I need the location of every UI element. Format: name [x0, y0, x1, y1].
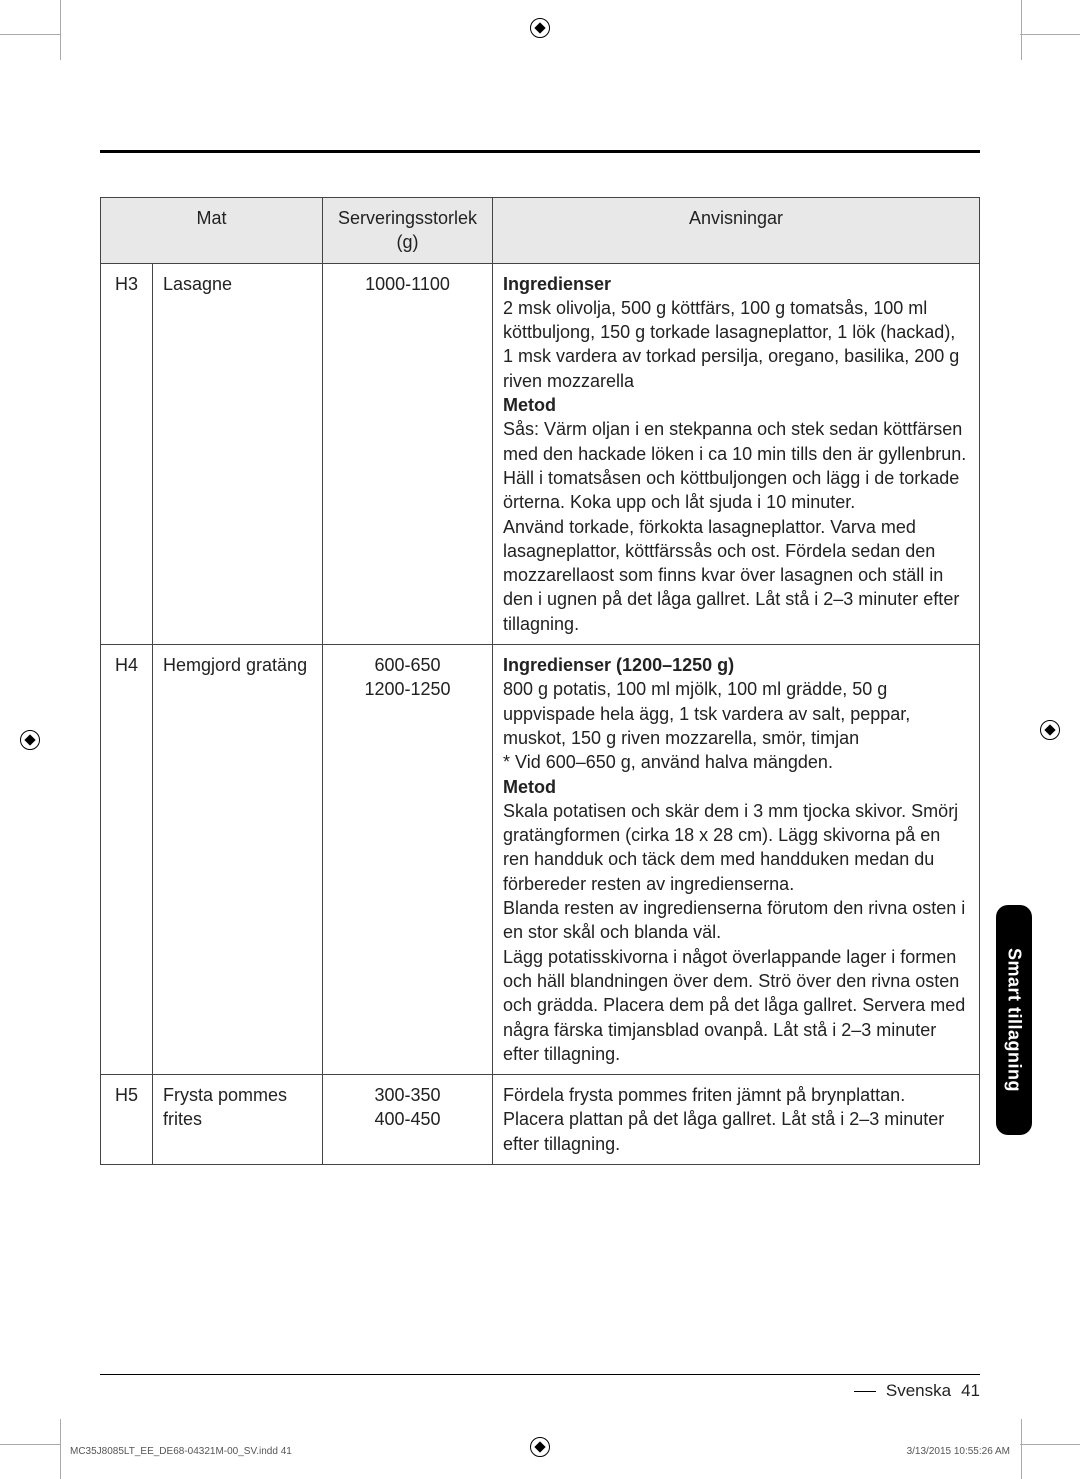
- size-line: 400-450: [333, 1107, 482, 1131]
- section-tab-label: Smart tillagning: [1004, 948, 1025, 1092]
- imprint-filename: MC35J8085LT_EE_DE68-04321M-00_SV.indd 41: [70, 1446, 292, 1457]
- row-name: Lasagne: [153, 263, 323, 644]
- registration-mark: [1040, 720, 1060, 740]
- crop-mark: [0, 1444, 60, 1445]
- row-code: H5: [101, 1075, 153, 1165]
- row-code: H4: [101, 645, 153, 1075]
- table-row: H3 Lasagne 1000-1100 Ingredienser2 msk o…: [101, 263, 980, 644]
- header-size: Serveringsstorlek (g): [323, 198, 493, 264]
- table-header-row: Mat Serveringsstorlek (g) Anvisningar: [101, 198, 980, 264]
- page-content: Mat Serveringsstorlek (g) Anvisningar H3…: [100, 150, 980, 1165]
- size-line: 600-650: [333, 653, 482, 677]
- size-line: 1200-1250: [333, 677, 482, 701]
- row-size: 600-650 1200-1250: [323, 645, 493, 1075]
- row-instructions: Ingredienser2 msk olivolja, 500 g köttfä…: [493, 263, 980, 644]
- footer-page-number: 41: [961, 1381, 980, 1401]
- row-instructions: Ingredienser (1200–1250 g)800 g potatis,…: [493, 645, 980, 1075]
- header-instructions: Anvisningar: [493, 198, 980, 264]
- footer-rule: [100, 1374, 980, 1375]
- header-mat: Mat: [101, 198, 323, 264]
- cooking-table: Mat Serveringsstorlek (g) Anvisningar H3…: [100, 197, 980, 1165]
- footer-language: Svenska: [886, 1381, 951, 1401]
- row-size: 1000-1100: [323, 263, 493, 644]
- row-size: 300-350 400-450: [323, 1075, 493, 1165]
- row-code: H3: [101, 263, 153, 644]
- crop-mark: [1021, 1419, 1022, 1479]
- row-instructions: Fördela frysta pommes friten jämnt på br…: [493, 1075, 980, 1165]
- row-name: Hemgjord gratäng: [153, 645, 323, 1075]
- crop-mark: [1020, 34, 1080, 35]
- top-rule: [100, 150, 980, 153]
- page-footer: Svenska 41: [854, 1381, 980, 1401]
- row-name: Frysta pommes frites: [153, 1075, 323, 1165]
- crop-mark: [0, 34, 60, 35]
- crop-mark: [1021, 0, 1022, 60]
- imprint-timestamp: 3/13/2015 10:55:26 AM: [907, 1446, 1010, 1457]
- table-row: H5 Frysta pommes frites 300-350 400-450 …: [101, 1075, 980, 1165]
- crop-mark: [60, 1419, 61, 1479]
- registration-mark: [530, 18, 550, 38]
- registration-mark: [530, 1437, 550, 1457]
- footer-dash: [854, 1391, 876, 1392]
- crop-mark: [60, 0, 61, 60]
- table-row: H4 Hemgjord gratäng 600-650 1200-1250 In…: [101, 645, 980, 1075]
- crop-mark: [1020, 1444, 1080, 1445]
- section-tab: Smart tillagning: [996, 905, 1032, 1135]
- registration-mark: [20, 730, 40, 750]
- size-line: 300-350: [333, 1083, 482, 1107]
